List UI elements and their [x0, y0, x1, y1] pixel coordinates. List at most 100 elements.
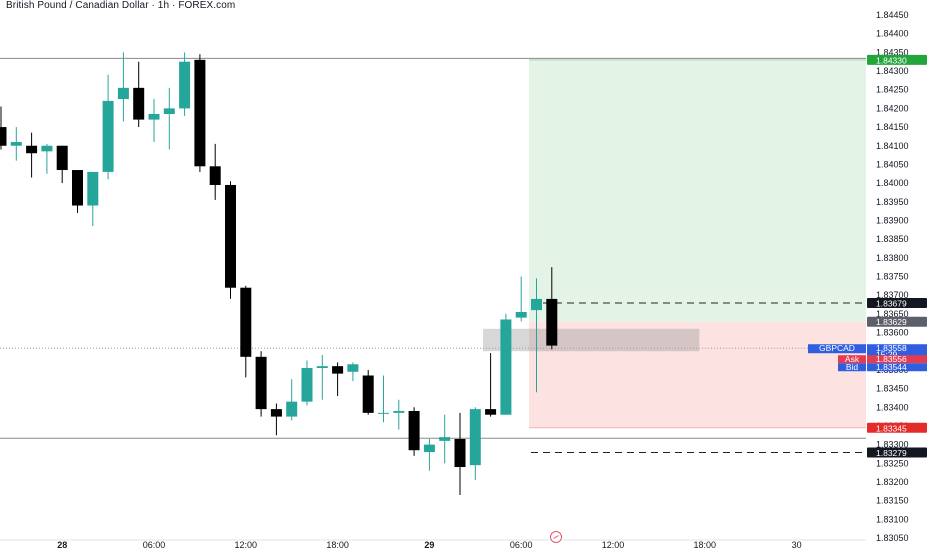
y-tick-label: 1.84250: [876, 85, 909, 95]
price-badge[interactable]: [867, 447, 927, 458]
candle-body[interactable]: [286, 401, 298, 417]
candle-body[interactable]: [0, 127, 7, 146]
price-badge-label: 1.83279: [876, 448, 907, 458]
candle-body[interactable]: [117, 87, 129, 100]
x-tick-label: 06:00: [143, 540, 166, 550]
stop-loss-zone[interactable]: [529, 321, 866, 428]
bid-price-badge[interactable]: [867, 363, 927, 372]
candle-body[interactable]: [56, 145, 68, 171]
x-tick-label: 30: [792, 540, 802, 550]
candle-body[interactable]: [378, 412, 389, 414]
bid-tag[interactable]: [838, 363, 866, 372]
y-tick-label: 1.83850: [876, 234, 909, 244]
y-tick-label: 1.83150: [876, 496, 909, 506]
current-price-badge[interactable]: [867, 344, 927, 359]
price-badge-label: 1.84330: [876, 55, 907, 65]
candle-body[interactable]: [423, 444, 435, 453]
candle-body[interactable]: [485, 409, 497, 415]
x-tick-label: 29: [424, 540, 434, 550]
symbol-badge-label: GBPCAD: [819, 343, 855, 353]
y-tick-label: 1.84300: [876, 66, 909, 76]
candle-body[interactable]: [194, 59, 206, 167]
take-profit-zone[interactable]: [529, 59, 866, 322]
candle-body[interactable]: [163, 108, 175, 114]
y-tick-label: 1.83050: [876, 533, 909, 543]
y-tick-label: 1.83900: [876, 215, 909, 225]
y-tick-label: 1.83650: [876, 309, 909, 319]
candle-body[interactable]: [301, 368, 313, 402]
y-tick-label: 1.83950: [876, 197, 909, 207]
candle-body[interactable]: [347, 364, 359, 372]
price-badge[interactable]: [867, 298, 927, 309]
y-tick-label: 1.84150: [876, 122, 909, 132]
y-tick-label: 1.83200: [876, 477, 909, 487]
y-tick-label: 1.84100: [876, 141, 909, 151]
candle-body[interactable]: [270, 409, 282, 417]
x-tick-label: 28: [57, 540, 67, 550]
current-price-label: 1.83558: [876, 343, 907, 353]
symbol-badge[interactable]: [808, 344, 866, 354]
candle-body[interactable]: [41, 145, 53, 152]
y-tick-label: 1.83400: [876, 402, 909, 412]
y-tick-label: 1.84350: [876, 47, 909, 57]
y-tick-label: 1.83100: [876, 514, 909, 524]
price-badge[interactable]: [867, 422, 927, 433]
y-tick-label: 1.84000: [876, 178, 909, 188]
candle-body[interactable]: [179, 61, 191, 109]
bid-price-label: 1.83544: [876, 362, 907, 372]
candle-body[interactable]: [469, 409, 481, 466]
price-axis[interactable]: [866, 0, 932, 550]
candle-body[interactable]: [209, 166, 221, 185]
candle-body[interactable]: [87, 171, 99, 206]
candle-body[interactable]: [225, 184, 236, 288]
x-tick-label: 18:00: [694, 540, 717, 550]
y-tick-label: 1.84050: [876, 159, 909, 169]
candle-body[interactable]: [72, 170, 83, 206]
price-badge[interactable]: [867, 54, 927, 65]
y-tick-label: 1.83250: [876, 458, 909, 468]
candle-body[interactable]: [500, 319, 512, 415]
supply-zone[interactable]: [483, 328, 700, 352]
candle-body[interactable]: [454, 439, 466, 468]
price-badge-label: 1.83679: [876, 299, 907, 309]
y-tick-label: 1.84400: [876, 29, 909, 39]
x-tick-label: 12:00: [602, 540, 625, 550]
candle-body[interactable]: [362, 375, 374, 413]
candle-body[interactable]: [133, 87, 145, 120]
candle-body[interactable]: [515, 311, 527, 318]
candle-body[interactable]: [439, 437, 451, 441]
event-marker-glyph: [553, 535, 559, 539]
candle-body[interactable]: [26, 145, 38, 154]
candle-body[interactable]: [332, 366, 344, 374]
candle-body[interactable]: [408, 410, 420, 451]
ask-price-badge[interactable]: [867, 355, 927, 364]
y-tick-label: 1.84200: [876, 103, 909, 113]
y-tick-label: 1.83450: [876, 384, 909, 394]
y-tick-label: 1.84450: [876, 10, 909, 20]
y-tick-label: 1.83800: [876, 253, 909, 263]
price-badge-label: 1.83629: [876, 317, 907, 327]
y-tick-label: 1.83700: [876, 290, 909, 300]
candle-body[interactable]: [240, 287, 252, 357]
candle-body[interactable]: [316, 366, 328, 369]
candle-body[interactable]: [148, 113, 160, 120]
countdown-label: 15:29: [876, 350, 898, 360]
price-badge[interactable]: [867, 316, 927, 327]
y-tick-label: 1.83600: [876, 328, 909, 338]
candle-body[interactable]: [10, 142, 22, 146]
y-tick-label: 1.83750: [876, 272, 909, 282]
candle-body[interactable]: [255, 356, 267, 410]
bid-tag-label: Bid: [846, 362, 859, 372]
ask-price-label: 1.83556: [876, 354, 907, 364]
candle-body[interactable]: [102, 100, 114, 172]
candle-body[interactable]: [393, 410, 405, 413]
ask-tag-label: Ask: [845, 354, 860, 364]
candle-body[interactable]: [546, 298, 558, 346]
y-tick-label: 1.83300: [876, 440, 909, 450]
chart-title: British Pound / Canadian Dollar · 1h · F…: [6, 0, 236, 11]
candle-body[interactable]: [531, 298, 542, 311]
ask-tag[interactable]: [838, 355, 866, 364]
x-tick-label: 18:00: [326, 540, 349, 550]
price-badge-label: 1.83345: [876, 423, 907, 433]
